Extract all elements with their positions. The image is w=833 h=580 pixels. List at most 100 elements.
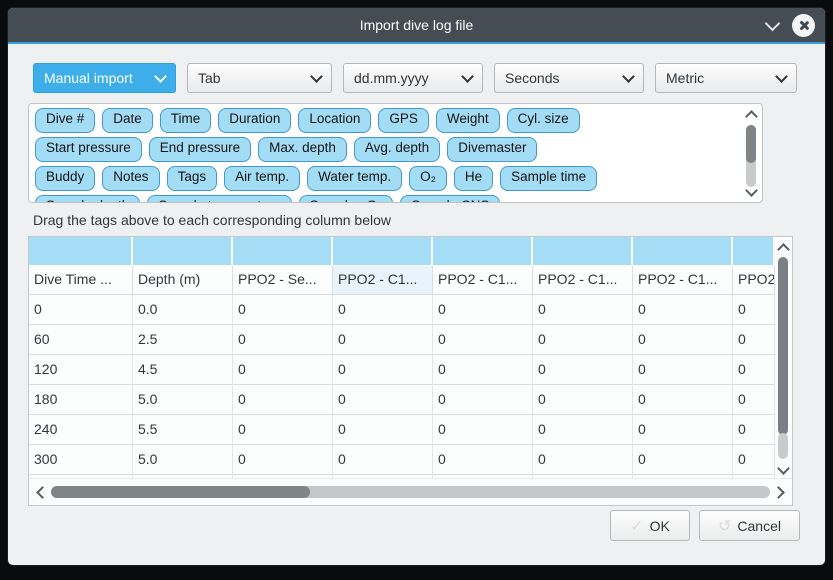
table-cell: 0 [433,415,533,445]
tag-pool: Dive # Date Time Duration Location GPS W… [28,103,763,203]
chevron-down-icon [310,69,323,83]
tag-sample-po2[interactable]: Sample pO₂ [298,195,394,202]
close-button[interactable] [792,13,815,37]
header-row: Dive Time ... Depth (m) PPO2 - Se... PPO… [29,266,775,295]
scrollbar-track[interactable] [778,433,788,459]
tag-divemaster[interactable]: Divemaster [447,137,538,162]
scrollbar-track[interactable] [746,125,756,187]
drop-zone-cell[interactable] [633,237,733,266]
tag-o2[interactable]: O₂ [409,166,447,191]
table-cell: 0 [333,325,433,355]
table-cell: 0 [433,295,533,325]
tag-tags[interactable]: Tags [166,166,218,191]
table-cell: 0 [633,355,733,385]
ok-button[interactable]: ✓ OK [610,510,690,541]
scroll-up-icon[interactable] [745,110,758,123]
tag-air-temp[interactable]: Air temp. [224,166,301,191]
date-format-select[interactable]: dd.mm.yyyy [343,63,483,93]
drop-zone-cell[interactable] [533,237,633,266]
titlebar[interactable]: Import dive log file [8,8,825,44]
shade-chevron-icon[interactable] [764,15,781,31]
column-header[interactable]: PPO2 - C1... [533,266,633,295]
tag-sample-depth[interactable]: Sample depth [35,195,141,202]
drop-zone-cell[interactable] [433,237,533,266]
table-content: Dive Time ... Depth (m) PPO2 - Se... PPO… [29,237,775,479]
cancel-button[interactable]: ↺ Cancel [699,510,800,541]
table-cell: 0 [333,415,433,445]
tag-notes[interactable]: Notes [102,166,160,191]
tag-time[interactable]: Time [159,108,212,133]
table-cell: 180 [29,385,133,415]
column-header[interactable]: Dive Time ... [29,266,133,295]
tag-cyl-size[interactable]: Cyl. size [506,108,580,133]
tag-max-depth[interactable]: Max. depth [258,137,347,162]
tag-row-clipped: Sample depth Sample temperature Sample p… [35,195,736,202]
scroll-right-icon[interactable] [772,486,785,499]
column-header[interactable]: PPO2 - C1... [333,266,433,295]
table-row: 300 5.0 0 0 0 0 0 0 [29,445,775,475]
tag-sample-temperature[interactable]: Sample temperature [147,195,292,202]
table-cell: 0 [733,295,775,325]
scrollbar-thumb[interactable] [746,125,756,163]
scroll-down-icon[interactable] [777,462,790,475]
tag-water-temp[interactable]: Water temp. [307,166,403,191]
separator-select[interactable]: Tab [187,63,332,93]
table-cell: 0 [533,295,633,325]
tag-pool-scrollbar[interactable] [743,107,759,199]
time-format-value: Seconds [505,70,560,86]
table-row-clipped [29,475,775,479]
table-cell: 0 [533,415,633,445]
scroll-left-icon[interactable] [36,486,49,499]
column-header[interactable]: PPO2 - C1... [733,266,775,295]
column-header[interactable]: PPO2 - C1... [433,266,533,295]
scrollbar-thumb[interactable] [778,257,788,435]
import-options-row: Manual import Tab dd.mm.yyyy Seconds Met… [33,63,825,93]
tag-gps[interactable]: GPS [378,108,429,133]
table-cell: 5.5 [133,415,233,445]
tag-avg-depth[interactable]: Avg. depth [353,137,441,162]
tag-sample-cns[interactable]: Sample CNS [400,195,501,202]
table-cell: 0 [333,355,433,385]
scroll-down-icon[interactable] [745,184,758,197]
drop-zone-cell[interactable] [733,237,775,266]
table-cell: 300 [29,445,133,475]
scrollbar-track[interactable] [51,486,770,498]
table-cell: 0 [533,385,633,415]
csv-preview-table: Dive Time ... Depth (m) PPO2 - Se... PPO… [28,236,793,506]
scrollbar-thumb[interactable] [51,486,310,498]
drop-zone-cell[interactable] [233,237,333,266]
column-header[interactable]: Depth (m) [133,266,233,295]
drop-zone-cell[interactable] [29,237,133,266]
table-cell: 0 [233,415,333,445]
tag-he[interactable]: He [453,166,494,191]
table-cell: 0 [433,325,533,355]
tag-date[interactable]: Date [102,108,153,133]
time-format-select[interactable]: Seconds [494,63,644,93]
tag-dive-number[interactable]: Dive # [35,108,96,133]
table-cell: 0 [533,325,633,355]
scroll-up-icon[interactable] [777,243,790,256]
tag-location[interactable]: Location [298,108,372,133]
table-cell: 120 [29,355,133,385]
column-header[interactable]: PPO2 - C1... [633,266,733,295]
drop-zone-cell[interactable] [133,237,233,266]
source-select[interactable]: Manual import [33,63,176,93]
table-cell: 0 [633,325,733,355]
tag-sample-time[interactable]: Sample time [500,166,598,191]
chevron-down-icon [461,69,474,83]
tag-end-pressure[interactable]: End pressure [148,137,252,162]
table-cell: 0 [433,385,533,415]
table-cell: 0 [333,295,433,325]
table-vertical-scrollbar[interactable] [775,237,792,479]
tag-duration[interactable]: Duration [218,108,292,133]
table-horizontal-scrollbar[interactable] [29,478,792,505]
column-header[interactable]: PPO2 - Se... [233,266,333,295]
units-select[interactable]: Metric [655,63,797,93]
tag-buddy[interactable]: Buddy [35,166,96,191]
table-cell: 0 [533,445,633,475]
tag-start-pressure[interactable]: Start pressure [35,137,142,162]
tag-weight[interactable]: Weight [435,108,500,133]
drop-zone-cell[interactable] [333,237,433,266]
tag-row: Dive # Date Time Duration Location GPS W… [35,108,736,133]
drag-instruction: Drag the tags above to each correspondin… [33,212,391,228]
